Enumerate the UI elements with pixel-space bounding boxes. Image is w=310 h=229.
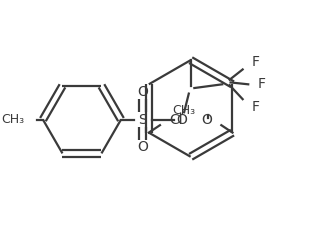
Text: CH₃: CH₃ bbox=[172, 104, 195, 117]
Text: O: O bbox=[176, 113, 187, 127]
Text: CH₃: CH₃ bbox=[1, 113, 24, 126]
Text: O: O bbox=[137, 140, 148, 155]
Text: O: O bbox=[201, 113, 212, 127]
Text: F: F bbox=[258, 77, 266, 91]
Text: Cl: Cl bbox=[169, 113, 183, 127]
Text: F: F bbox=[252, 100, 260, 114]
Text: O: O bbox=[137, 85, 148, 99]
Text: F: F bbox=[252, 55, 260, 69]
Text: S: S bbox=[138, 113, 147, 127]
